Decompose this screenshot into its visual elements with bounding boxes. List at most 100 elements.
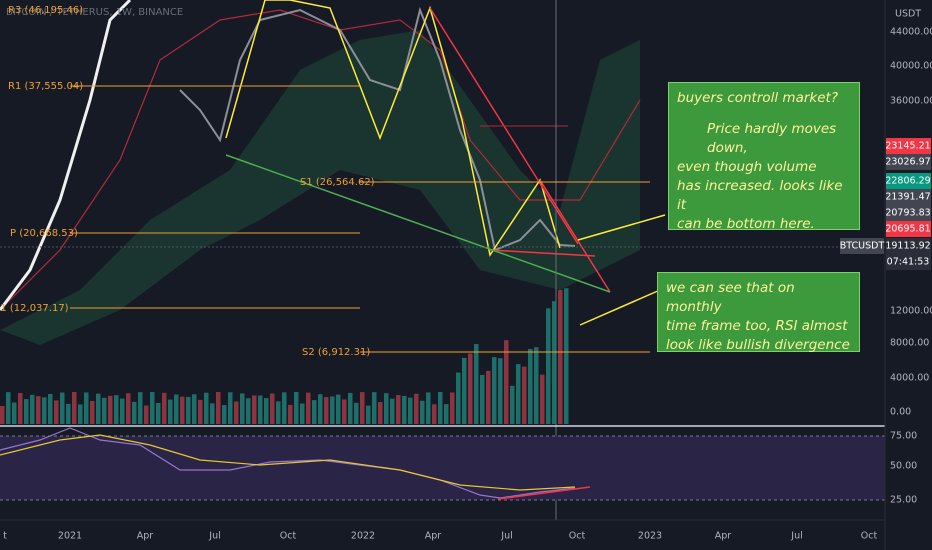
time-label: Oct [861, 531, 878, 542]
price-tag-text: 22806.29 [885, 176, 930, 187]
volume-bar [132, 401, 137, 424]
price-label: 4000.00 [890, 373, 929, 384]
volume-bar [162, 392, 167, 424]
time-label: Apr [137, 531, 154, 542]
volume-bar [456, 372, 461, 424]
volume-bar [402, 395, 407, 424]
price-tag-text: 21391.47 [885, 192, 930, 203]
symbol-tag-text: BTCUSDT [840, 241, 885, 252]
volume-bar [108, 395, 113, 424]
volume-bar [180, 396, 185, 424]
time-label: Jul [790, 531, 802, 542]
volume-bar [426, 392, 431, 424]
divergence-line [497, 486, 591, 500]
volume-bar [438, 392, 443, 424]
price-tag [886, 138, 931, 154]
price-tag [886, 205, 931, 221]
volume-bar [138, 392, 143, 424]
price-tag [886, 238, 931, 254]
volume-bar [150, 392, 155, 424]
volume-bar [396, 395, 401, 424]
time-label: 2023 [638, 531, 662, 542]
volume-bar [174, 394, 179, 424]
time-label: t [3, 531, 7, 542]
volume-bar [6, 392, 11, 424]
volume-bar [444, 404, 449, 424]
volume-bar [12, 402, 17, 424]
volume-bar [336, 394, 341, 424]
pivot-label: P (20,668.53) [10, 228, 78, 239]
volume-bar [144, 405, 149, 424]
symbol-tag [840, 238, 884, 254]
volume-bar [210, 403, 215, 424]
price-label: 8000.00 [890, 338, 929, 349]
volume-bar [258, 395, 263, 424]
volume-bar [168, 399, 173, 424]
volume-bar [300, 403, 305, 424]
note-line: time frame too, RSI almost [666, 318, 848, 334]
price-label: 0.00 [890, 407, 911, 418]
volume-bar [78, 404, 83, 424]
volume-bar [366, 405, 371, 424]
volume-bar [384, 393, 389, 424]
volume-bar [492, 357, 497, 424]
volume-bar [36, 396, 41, 424]
volume-bar [186, 396, 191, 424]
volume-bar [102, 397, 107, 424]
volume-bar [90, 400, 95, 424]
volume-bar [348, 392, 353, 424]
price-tag [886, 189, 931, 205]
note-line: buyers controll market? [677, 90, 838, 106]
price-fall [179, 6, 576, 252]
volume-bar [84, 392, 89, 424]
pivot-label: S1 (12,037.17) [0, 303, 69, 314]
volume-bar [468, 353, 473, 424]
volume-bar [522, 366, 527, 424]
volume-bar [312, 400, 317, 424]
price-tag-text: 20793.83 [885, 208, 930, 219]
price-tag-text: 23145.21 [885, 141, 930, 152]
volume-bar [324, 397, 329, 424]
volume-bar [264, 398, 269, 424]
pivot-label: R1 (37,555.04) [8, 81, 83, 92]
rsi [0, 427, 576, 499]
volume-bar [510, 385, 515, 424]
volume-bar [192, 394, 197, 424]
zigzag [225, 0, 561, 257]
note-line: can be bottom here. [677, 216, 815, 232]
volume-bar [528, 348, 533, 424]
price-rise [0, 0, 132, 311]
volume-bar [540, 374, 545, 424]
volume-bar [60, 392, 65, 424]
pivot-label: S1 (26,564.62) [300, 177, 375, 188]
volume-bar [72, 392, 77, 424]
volume-bar [306, 392, 311, 424]
volume [0, 288, 569, 424]
pivots: R3 (46,195.46) R1 (37,555.04) S1 (26,564.6… [0, 5, 650, 358]
axis-unit: USDT [895, 9, 921, 20]
volume-bar [354, 402, 359, 424]
trendline [539, 179, 611, 293]
rsi-label: 50.00 [890, 461, 917, 472]
volume-bar [270, 393, 275, 424]
time-label: 2021 [58, 531, 82, 542]
volume-bar [480, 374, 485, 424]
price-tag [886, 154, 931, 170]
volume-bar [234, 401, 239, 424]
time-label: Oct [280, 531, 297, 542]
time-label: 2022 [351, 531, 375, 542]
price-tag-text: 19113.92 [885, 241, 930, 252]
price-tag-text: 20695.81 [885, 224, 930, 235]
volume-bar [546, 308, 551, 424]
arrow [577, 214, 666, 241]
annotation: we can see that on monthly time frame too… [657, 272, 860, 353]
volume-bar [486, 370, 491, 424]
volume-bar [372, 392, 377, 424]
time-label: Apr [425, 531, 442, 542]
volume-bar [66, 403, 71, 424]
support-line [225, 154, 611, 293]
time-label: Oct [569, 531, 586, 542]
rsi-label: 75.00 [890, 431, 917, 442]
volume-bar [156, 402, 161, 424]
volume-bar [0, 406, 5, 424]
